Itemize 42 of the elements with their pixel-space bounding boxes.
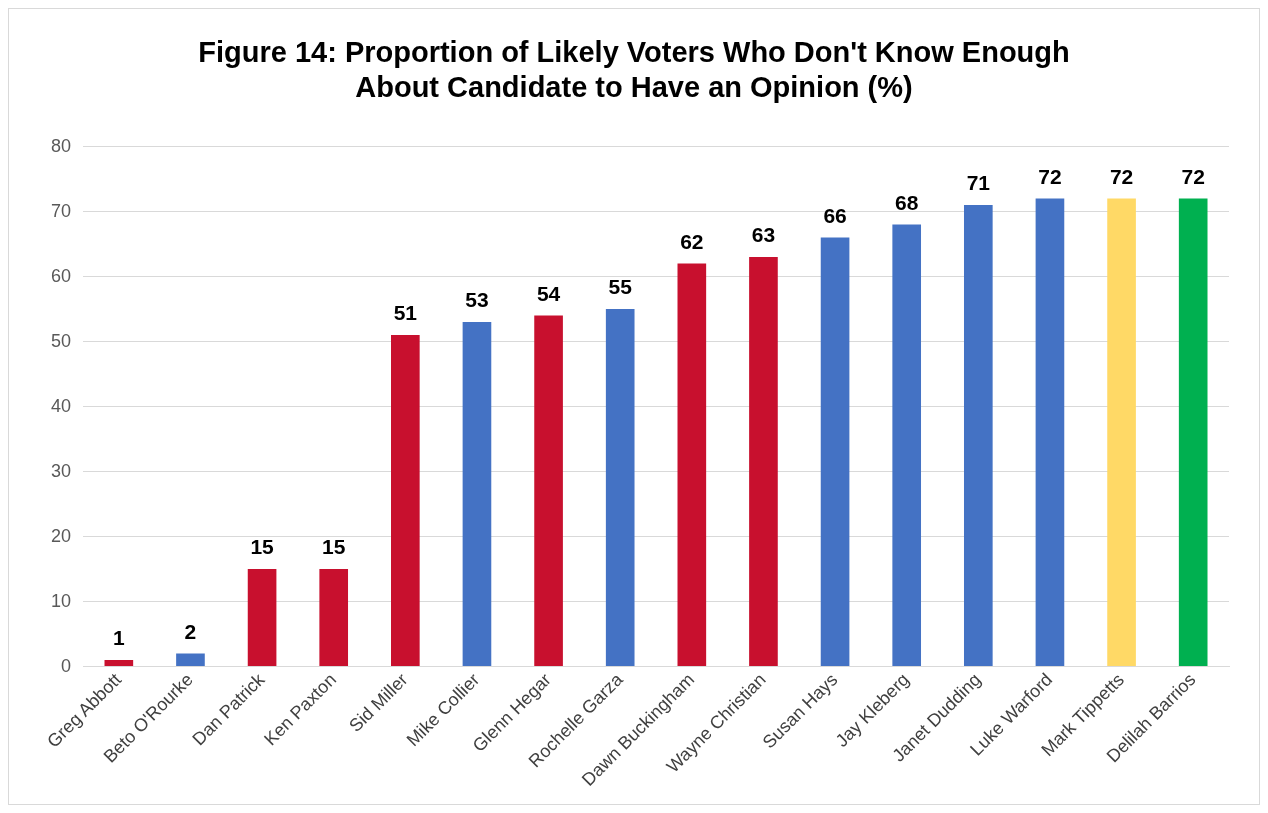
chart-title: Figure 14: Proportion of Likely Voters Who Don't Know Enough About Candidate to Have an Opinion (%) <box>198 36 1070 104</box>
y-tick-label: 70 <box>50 200 72 221</box>
bar <box>104 660 134 667</box>
bar <box>391 335 420 667</box>
data-label: 53 <box>465 288 489 312</box>
bar <box>892 224 922 667</box>
bar <box>1178 198 1208 667</box>
data-label: 62 <box>680 229 704 253</box>
data-label: 71 <box>966 171 991 195</box>
y-tick-label: 40 <box>50 395 72 416</box>
data-label: 68 <box>895 190 919 214</box>
bar <box>176 653 205 667</box>
bar <box>319 569 349 667</box>
bar <box>677 263 707 667</box>
y-tick-label: 10 <box>50 590 72 611</box>
y-tick-label: 80 <box>50 135 72 156</box>
y-tick-label: 0 <box>61 655 72 676</box>
data-label: 1 <box>112 626 125 650</box>
data-label: 15 <box>322 535 346 559</box>
bar <box>1035 198 1065 667</box>
bar <box>1107 198 1136 667</box>
data-label: 2 <box>184 619 197 643</box>
data-label: 66 <box>823 203 847 227</box>
bar <box>534 315 563 667</box>
bar <box>963 205 993 667</box>
y-tick-label: 50 <box>50 330 72 351</box>
y-tick-label: 20 <box>50 525 72 546</box>
bar <box>749 257 778 667</box>
bar <box>605 309 635 667</box>
y-tick-label: 60 <box>50 265 72 286</box>
data-label: 72 <box>1109 164 1134 188</box>
bar <box>247 569 277 667</box>
data-label: 15 <box>250 535 275 559</box>
data-label: 72 <box>1038 164 1062 188</box>
data-label: 51 <box>393 301 418 325</box>
bar <box>820 237 850 667</box>
data-label: 72 <box>1181 164 1205 188</box>
bar <box>462 322 492 667</box>
data-label: 55 <box>608 275 633 299</box>
data-label: 54 <box>536 281 561 305</box>
y-tick-label: 30 <box>50 460 72 481</box>
data-label: 63 <box>751 223 776 247</box>
